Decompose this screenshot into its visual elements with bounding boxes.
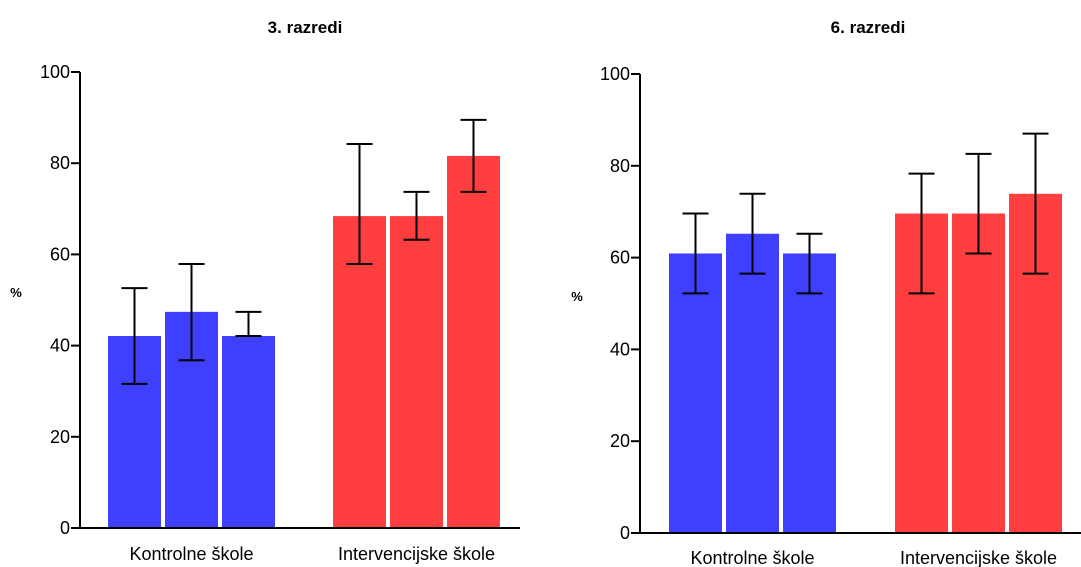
error-bar — [1022, 132, 1049, 275]
error-bar — [346, 143, 373, 265]
y-tick-label: 0 — [60, 518, 70, 538]
bar-intervention-1 — [333, 216, 386, 528]
y-tick-label: 20 — [610, 431, 630, 451]
y-axis-label: % — [10, 285, 22, 300]
chart-title: 6. razredi — [831, 18, 906, 37]
y-axis-label: % — [571, 289, 583, 304]
error-bar — [178, 262, 205, 362]
y-tick-label: 100 — [40, 62, 70, 82]
error-bar — [965, 152, 992, 255]
error-bar — [121, 287, 148, 385]
error-bar — [460, 118, 487, 193]
x-category-label: Kontrolne škole — [129, 544, 253, 564]
y-tick-label: 60 — [50, 244, 70, 264]
y-tick-label: 20 — [50, 427, 70, 447]
chart-title: 3. razredi — [268, 18, 343, 37]
y-tick-label: 80 — [50, 153, 70, 173]
bar-control-3 — [222, 336, 275, 528]
error-bar — [908, 172, 935, 295]
y-tick-label: 40 — [610, 339, 630, 359]
bar-control-3 — [783, 253, 836, 533]
x-category-label: Intervencijske škole — [338, 544, 495, 564]
y-tick-label: 80 — [610, 156, 630, 176]
chart-panel-3-razredi: 3. razredi% Kontrolne škole Intervencijske… — [10, 18, 520, 564]
x-category-label: Kontrolne škole — [690, 548, 814, 567]
error-bar — [682, 212, 709, 295]
bar-control-2 — [726, 233, 779, 533]
bar-intervention-3 — [447, 155, 500, 529]
y-tick-label: 0 — [620, 523, 630, 543]
error-bar — [235, 310, 262, 338]
error-bar — [739, 192, 766, 275]
error-bar — [403, 190, 430, 241]
y-tick-label: 40 — [50, 336, 70, 356]
y-tick-label: 60 — [610, 248, 630, 268]
bar-intervention-2 — [952, 213, 1005, 533]
error-bar — [796, 232, 823, 295]
y-tick-label: 100 — [600, 64, 630, 84]
bar-control-1 — [669, 253, 722, 533]
bar-intervention-2 — [390, 216, 443, 528]
x-category-label: Intervencijske škole — [900, 548, 1057, 567]
chart-panel-6-razredi: 6. razredi% Kontrolne škole Intervencijske… — [571, 18, 1081, 567]
